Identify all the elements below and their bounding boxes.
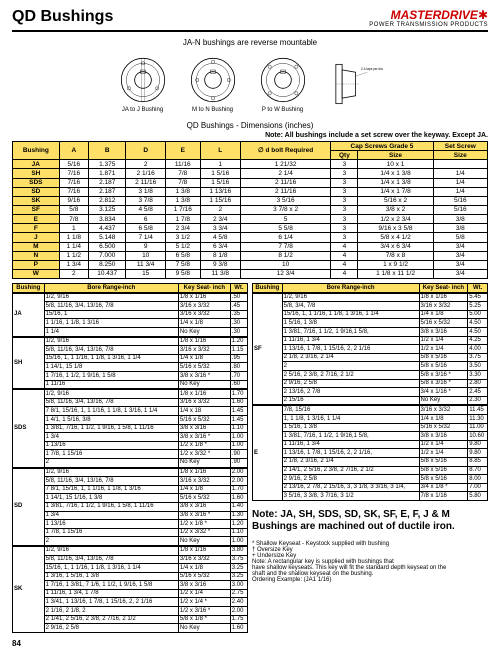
diag-label-3: P to W Bushing <box>262 107 303 113</box>
gear-icon: ✱ <box>478 8 488 22</box>
subtitle: JA-N bushings are reverse mountable <box>12 38 488 47</box>
note-ductile: Note: JA, SH, SDS, SD, SK, SF, E, F, J &… <box>252 509 488 533</box>
bushing-diagram-1 <box>118 55 168 105</box>
bushing-diagram-2 <box>188 55 238 105</box>
bore-table-right: BushingBore Range-inchKey Seat- inchWt. … <box>252 283 488 501</box>
bore-table-left: BushingBore Range-inchKey Seat- inchWt. … <box>12 283 248 633</box>
note-keyway: Note: All bushings include a set screw o… <box>12 132 488 139</box>
page-title: QD Bushings <box>12 8 113 26</box>
brand-block: MASTERDRIVE✱ POWER TRANSMISSION PRODUCTS <box>369 8 488 28</box>
diag-label-1: JA to J Bushing <box>122 107 163 113</box>
dimensions-table: Bushing A B D E L ∅ d bolt Required Cap … <box>12 141 488 279</box>
bushing-diagram-3 <box>258 55 308 105</box>
legend: * Shallow Keyseat - Keystock supplied wi… <box>252 541 488 583</box>
bushing-side-view: 2-4 taps per dia on diameter <box>328 59 383 109</box>
svg-text:2-4 taps per dia on diameter: 2-4 taps per dia on diameter <box>361 67 383 71</box>
diagrams-row: JA to J Bushing M to N Bushing <box>12 55 488 113</box>
diag-label-2: M to N Bushing <box>192 107 233 113</box>
dim-title: QD Bushings - Dimensions (inches) <box>12 121 488 130</box>
brand-sub: POWER TRANSMISSION PRODUCTS <box>369 22 488 28</box>
brand-name: MASTERDRIVE <box>391 8 478 22</box>
